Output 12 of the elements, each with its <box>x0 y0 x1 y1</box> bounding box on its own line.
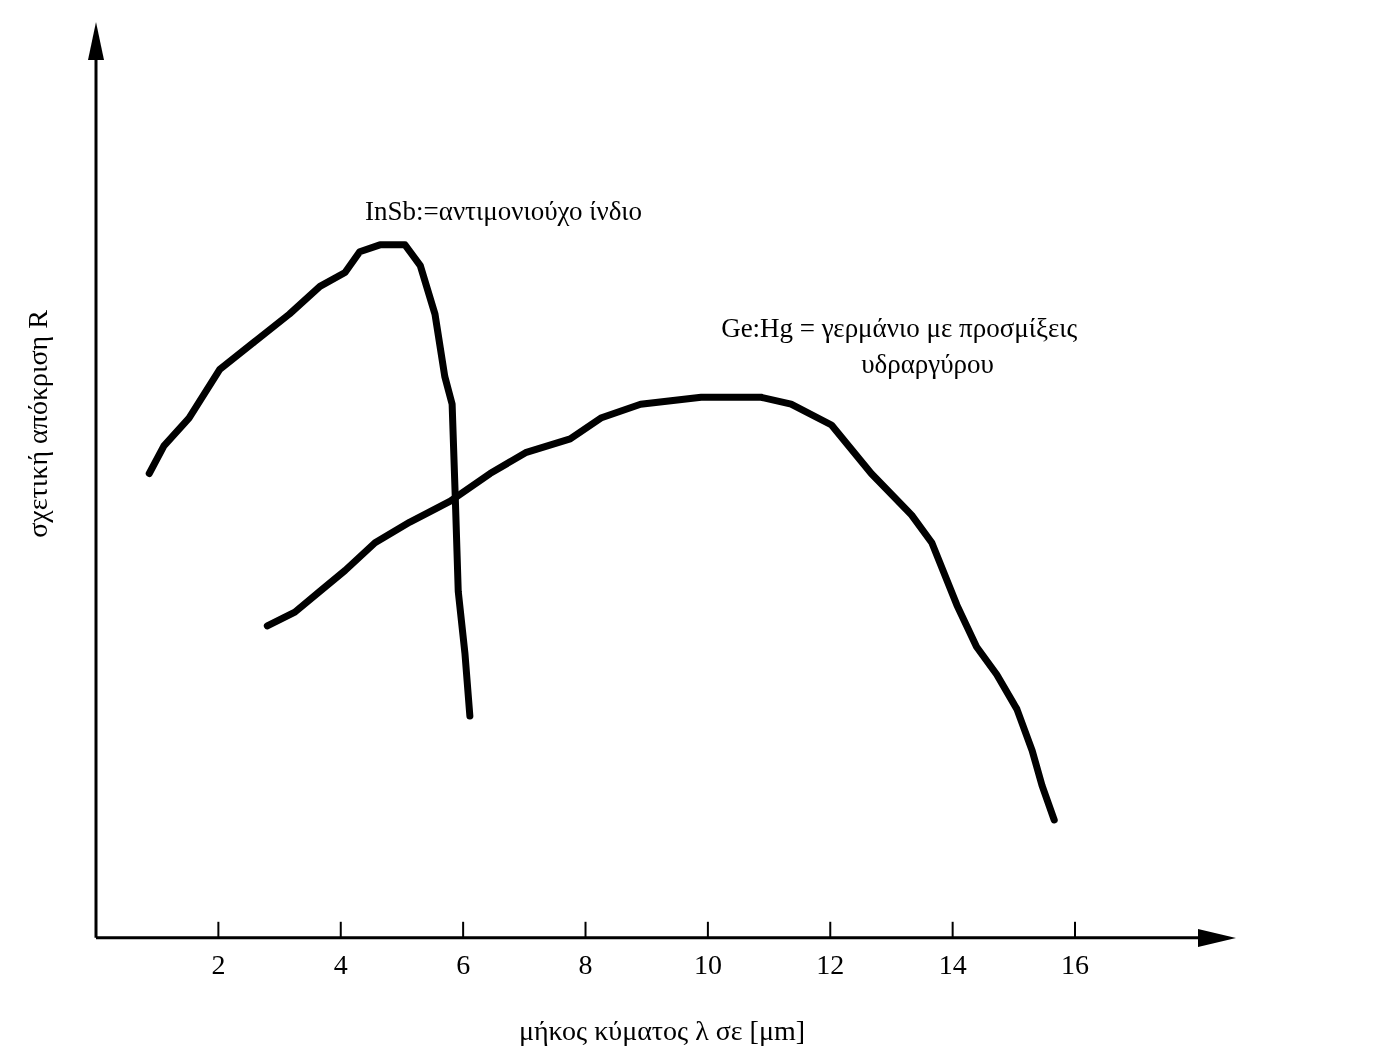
x-tick-label: 6 <box>456 948 471 980</box>
x-tick-label: 10 <box>693 948 722 980</box>
x-tick-label: 14 <box>938 948 967 980</box>
x-tick-label: 8 <box>578 948 593 980</box>
x-tick-label: 4 <box>333 948 348 980</box>
x-tick-label: 2 <box>211 948 226 980</box>
x-tick-label: 12 <box>816 948 845 980</box>
y-axis-title: σχετική απόκριση R <box>22 309 54 538</box>
series-label: InSb:=αντιμονιούχο ίνδιο <box>365 196 643 227</box>
x-tick-label: 16 <box>1061 948 1090 980</box>
x-axis-title: μήκος κύματος λ σε [μm] <box>518 1014 806 1046</box>
series-label: Ge:Hg = γερμάνιο με προσμίξεις υδραργύρου <box>721 312 1078 379</box>
